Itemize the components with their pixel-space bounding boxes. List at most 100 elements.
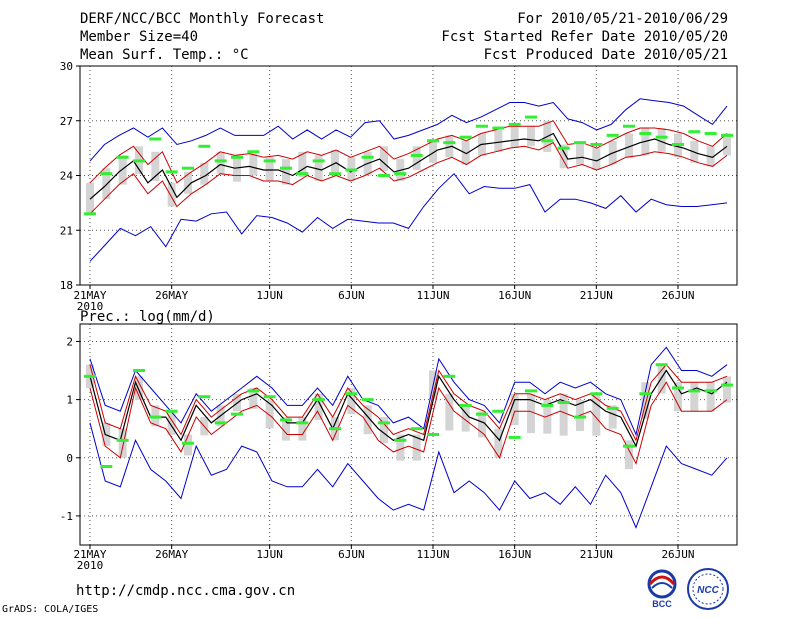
- observed-marker: [214, 421, 227, 425]
- ensemble-box: [347, 387, 356, 415]
- y-tick-label: 27: [60, 115, 73, 128]
- series-min-line: [89, 422, 728, 529]
- ensemble-box: [723, 376, 731, 403]
- ensemble-box: [118, 428, 127, 458]
- ensemble-box: [494, 129, 503, 152]
- ensemble-box: [674, 382, 682, 412]
- temperature-variable-label: Mean Surf. Temp.: °C: [80, 47, 249, 63]
- observed-marker: [100, 172, 113, 176]
- observed-marker: [149, 415, 162, 419]
- y-tick-label: 30: [60, 60, 73, 73]
- x-tick-label: 6JUN: [338, 548, 365, 561]
- y-tick-label: 18: [60, 279, 73, 292]
- ensemble-box: [167, 411, 176, 435]
- observed-marker: [525, 115, 537, 119]
- observed-marker: [133, 369, 145, 373]
- ensemble-box: [657, 364, 666, 394]
- observed-marker: [296, 172, 309, 176]
- x-tick-label: 16JUN: [498, 548, 531, 561]
- ensemble-box: [249, 153, 258, 176]
- ensemble-box: [118, 155, 127, 185]
- x-tick-label: 11JUN: [416, 289, 449, 302]
- ensemble-box: [657, 128, 666, 152]
- x-tick-label: 21JUN: [580, 548, 613, 561]
- y-tick-label: 0: [66, 452, 73, 465]
- observed-marker: [541, 403, 554, 407]
- series-min-line: [89, 172, 728, 262]
- ensemble-box: [298, 417, 307, 441]
- observed-marker: [623, 124, 635, 128]
- observed-marker: [345, 168, 358, 172]
- observed-marker: [361, 155, 374, 159]
- observed-marker: [639, 392, 652, 396]
- observed-marker: [508, 122, 521, 126]
- observed-marker: [231, 412, 243, 416]
- x-tick-label: 26MAY: [155, 548, 188, 561]
- ensemble-box: [723, 133, 731, 156]
- ensemble-box: [527, 393, 535, 434]
- ensemble-box: [625, 440, 633, 470]
- x-tick-label: 26JUN: [661, 548, 694, 561]
- observed-marker: [198, 144, 211, 148]
- observed-marker: [165, 170, 178, 174]
- series-lower-line: [89, 142, 728, 215]
- observed-marker: [149, 137, 162, 141]
- observed-marker: [721, 133, 733, 137]
- ensemble-box: [167, 182, 176, 207]
- observed-marker: [704, 389, 717, 393]
- x-tick-label: 1JUN: [256, 289, 283, 302]
- ncc-logo-text: NCC: [697, 585, 719, 596]
- x-tick-label: 21MAY: [73, 289, 106, 302]
- x-tick-label: 16JUN: [498, 289, 531, 302]
- y-tick-label: -1: [60, 510, 73, 523]
- ensemble-box: [461, 405, 470, 432]
- ensemble-box: [314, 393, 323, 420]
- observed-marker: [133, 159, 145, 163]
- ensemble-box: [363, 405, 372, 435]
- observed-marker: [198, 395, 211, 399]
- observed-marker: [476, 412, 488, 416]
- forecast-period-label: For 2010/05/21-2010/06/29: [517, 11, 728, 27]
- observed-marker: [443, 374, 456, 378]
- ensemble-box: [380, 417, 388, 444]
- chart-title: DERF/NCC/BCC Monthly Forecast: [80, 11, 325, 27]
- y-tick-label: 21: [60, 224, 73, 237]
- observed-marker: [263, 159, 276, 163]
- observed-marker: [590, 142, 603, 146]
- observed-marker: [672, 142, 684, 146]
- x-year-label: 2010: [77, 559, 104, 572]
- ensemble-box: [690, 382, 699, 412]
- ensemble-box: [314, 155, 323, 181]
- observed-marker: [459, 135, 472, 139]
- ensemble-box: [200, 162, 209, 185]
- ensemble-box: [510, 126, 519, 149]
- observed-marker: [165, 409, 178, 413]
- ensemble-box: [265, 157, 274, 181]
- observed-marker: [427, 433, 439, 436]
- observed-marker: [116, 438, 129, 442]
- ensemble-box: [494, 428, 503, 458]
- observed-marker: [704, 132, 717, 136]
- ensemble-box: [135, 376, 143, 400]
- ensemble-box: [429, 139, 437, 163]
- x-tick-label: 6JUN: [338, 289, 365, 302]
- forecast-started-label: Fcst Started Refer Date 2010/05/20: [441, 29, 728, 45]
- x-tick-label: 21JUN: [580, 289, 613, 302]
- y-tick-label: 2: [66, 335, 73, 348]
- bcc-logo-icon: BCC: [647, 569, 677, 609]
- series-upper-line: [89, 120, 728, 184]
- x-tick-label: 26MAY: [155, 289, 188, 302]
- observed-marker: [263, 395, 276, 399]
- observed-marker: [410, 153, 423, 157]
- series-max-line: [89, 346, 728, 437]
- observed-marker: [443, 141, 456, 145]
- observed-marker: [655, 363, 668, 367]
- observed-marker: [557, 401, 570, 405]
- ensemble-box: [445, 393, 454, 431]
- ensemble-box: [86, 182, 94, 214]
- ensemble-box: [184, 434, 192, 456]
- observed-marker: [590, 392, 603, 396]
- ensemble-box: [478, 411, 486, 438]
